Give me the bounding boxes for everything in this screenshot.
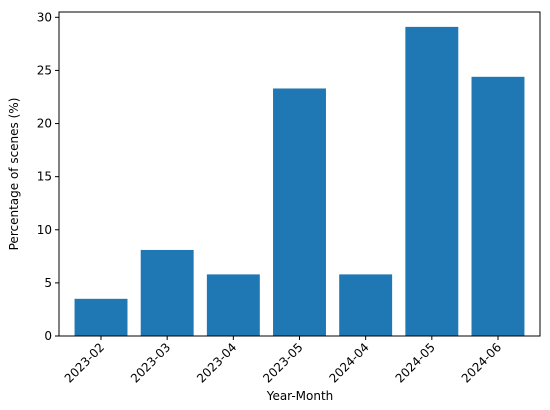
x-tick-label: 2023-05 [260,340,305,385]
x-tick-label: 2023-02 [62,340,107,385]
y-tick-label: 5 [44,276,52,290]
x-tick-label: 2023-03 [128,340,173,385]
x-tick-label: 2023-04 [194,340,239,385]
bar [339,274,393,336]
bar [471,76,525,337]
x-tick-label: 2024-06 [459,340,504,385]
y-tick-label: 15 [37,170,52,184]
x-tick-label: 2024-05 [393,340,438,385]
y-axis-label: Percentage of scenes (%) [7,98,21,251]
y-tick-label: 30 [37,10,52,24]
bar [140,249,194,336]
bar [74,298,128,336]
x-axis-label: Year-Month [266,389,334,403]
y-tick-label: 25 [37,63,52,77]
plot-frame [58,11,541,337]
y-tick-label: 0 [44,329,52,343]
y-tick-label: 10 [37,223,52,237]
x-tick-label: 2024-04 [326,340,371,385]
y-tick-label: 20 [37,117,52,131]
bar [405,26,459,336]
bar [206,274,260,336]
bar [273,88,326,336]
